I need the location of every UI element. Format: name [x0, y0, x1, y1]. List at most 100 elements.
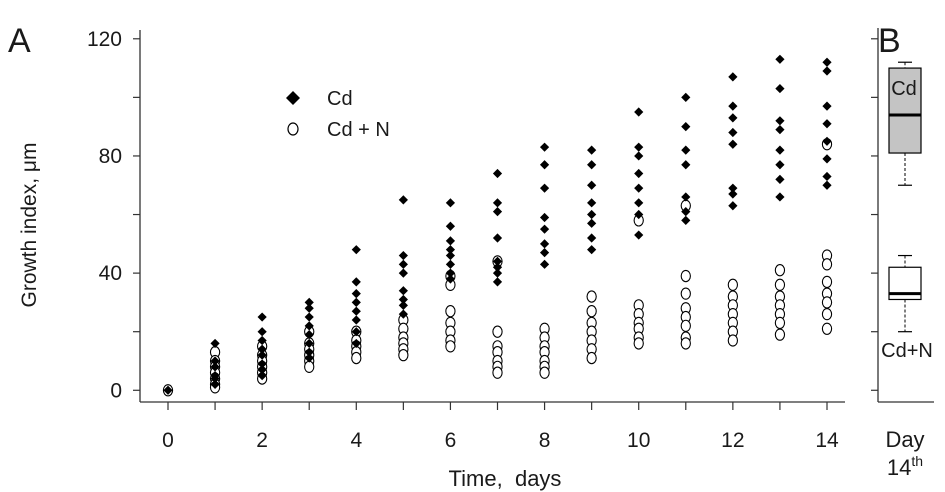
a-x-tick-label: 8 [539, 429, 551, 452]
cd-point [775, 116, 785, 126]
cd-point [445, 198, 456, 208]
cd-point [587, 145, 597, 155]
cd-point [539, 142, 550, 152]
cd-point [398, 309, 408, 319]
cdn-point [304, 360, 315, 374]
cd-point [492, 256, 503, 267]
cd-point [445, 259, 456, 269]
cd-point [587, 245, 597, 255]
cd-point [492, 198, 503, 208]
cdn-point [351, 351, 362, 365]
cd-point [492, 233, 503, 243]
cd-point [728, 201, 738, 211]
cd-point [681, 207, 691, 217]
cd-point [634, 209, 644, 220]
legend-cd-marker [286, 91, 300, 105]
cd-point [539, 183, 550, 193]
cdn-point [821, 307, 833, 321]
cd-point [634, 183, 644, 193]
cd-point [210, 373, 220, 384]
cd-point [398, 259, 408, 269]
panel-a-chart: 0 40 80 120 0 2 4 6 8 10 12 14 Growth index, μm Ti… [18, 28, 845, 491]
cdn-point [445, 305, 456, 318]
cd-point [398, 294, 408, 305]
cd-point [587, 233, 597, 243]
a-x-axis-label: Time, days [449, 466, 562, 491]
cd-point [634, 168, 644, 179]
cdn-point [633, 337, 644, 350]
a-y-axis-label: Growth index, μm [18, 143, 41, 308]
a-y-tick-label: 0 [110, 379, 122, 402]
cd-point [728, 101, 738, 111]
cd-point [210, 379, 220, 390]
cd-point [351, 245, 361, 255]
cd-point [304, 297, 314, 308]
cd-point [351, 315, 361, 325]
cd-point [822, 119, 832, 129]
cd-point [775, 192, 785, 202]
cdn-point [445, 340, 456, 353]
cd-point [587, 160, 597, 170]
cd-point [163, 385, 173, 395]
cd-point [681, 192, 691, 202]
a-x-tick-label: 4 [350, 429, 362, 452]
cd-point [728, 183, 738, 193]
cd-point [822, 57, 832, 67]
cd-point [257, 350, 267, 360]
cd-point [634, 198, 644, 208]
panel-b-label: B [878, 22, 901, 60]
cdn-point [774, 264, 786, 277]
panel-b-chart: Cd Cd+N Day 14th [871, 28, 934, 480]
cd-point [398, 268, 408, 278]
cdn-point [821, 258, 833, 271]
cdn-point [727, 334, 739, 347]
cd-point [257, 371, 267, 381]
cd-point [775, 54, 785, 64]
cd-point [634, 142, 644, 152]
cd-point [210, 362, 220, 372]
cd-point [822, 101, 832, 111]
cd-point [492, 268, 503, 278]
a-y-tick-label: 120 [87, 28, 122, 51]
legend: Cd Cd + N [286, 88, 390, 141]
b-x-label-suffix: th [911, 453, 923, 469]
cd-point [822, 171, 832, 182]
cd-point [445, 221, 456, 231]
cd-point [634, 151, 644, 161]
a-y-tick-label: 40 [99, 262, 122, 285]
cdn-point [680, 269, 691, 283]
cd-point [257, 344, 267, 354]
a-y-tick-label: 80 [99, 145, 122, 168]
cd-point [681, 122, 691, 132]
a-x-tick-label: 12 [721, 429, 744, 452]
cd-point [728, 127, 738, 138]
cd-point [539, 160, 550, 170]
cd-point [398, 250, 408, 261]
cd-point [351, 297, 361, 308]
cd-point [398, 286, 408, 296]
cd-point [304, 347, 314, 357]
cd-point [210, 356, 220, 366]
cd-point [351, 327, 361, 337]
cd-point [445, 236, 456, 246]
cd-point [539, 239, 550, 249]
cdn-point [492, 325, 503, 338]
cd-point [210, 338, 220, 349]
cdn-point [586, 290, 597, 303]
cd-point [304, 338, 314, 349]
panel-a-label: A [8, 22, 31, 60]
cd-point [587, 209, 597, 220]
cd-point [304, 312, 314, 322]
b-x-label-number: 14 [887, 455, 911, 480]
cdn-point [398, 348, 409, 362]
b-cd-box [888, 67, 922, 154]
cd-point [257, 365, 267, 375]
cdn-point [821, 275, 833, 289]
cd-point [681, 160, 691, 170]
cdn-point [586, 351, 597, 365]
cdn-point [586, 305, 597, 318]
cd-point [539, 212, 550, 223]
a-x-tick-label: 6 [445, 429, 457, 452]
cd-point [634, 230, 644, 240]
legend-cd-label: Cd [327, 88, 353, 110]
